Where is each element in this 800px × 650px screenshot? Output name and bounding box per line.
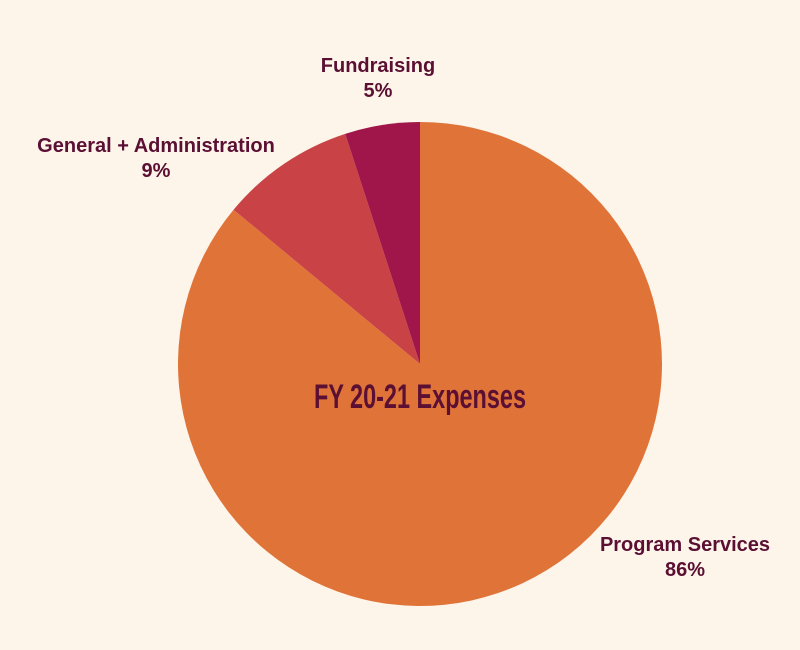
chart-title: FY 20-21 Expenses bbox=[314, 378, 526, 416]
slice-label-name: Fundraising bbox=[321, 55, 435, 77]
pie-slices bbox=[177, 122, 662, 606]
slice-label-name: General + Administration bbox=[37, 135, 275, 157]
slice-label-value: 9% bbox=[142, 160, 171, 182]
slice-label-general-administration: General + Administration 9% bbox=[37, 135, 275, 182]
slice-label-fundraising: Fundraising 5% bbox=[321, 55, 435, 102]
slice-label-value: 5% bbox=[364, 80, 393, 102]
slice-label-program-services: Program Services 86% bbox=[600, 534, 770, 581]
pie-slice-fundraising bbox=[345, 122, 420, 364]
slice-label-value: 86% bbox=[665, 559, 705, 581]
pie-slice-general-administration bbox=[233, 133, 420, 364]
slice-label-name: Program Services bbox=[600, 534, 770, 556]
